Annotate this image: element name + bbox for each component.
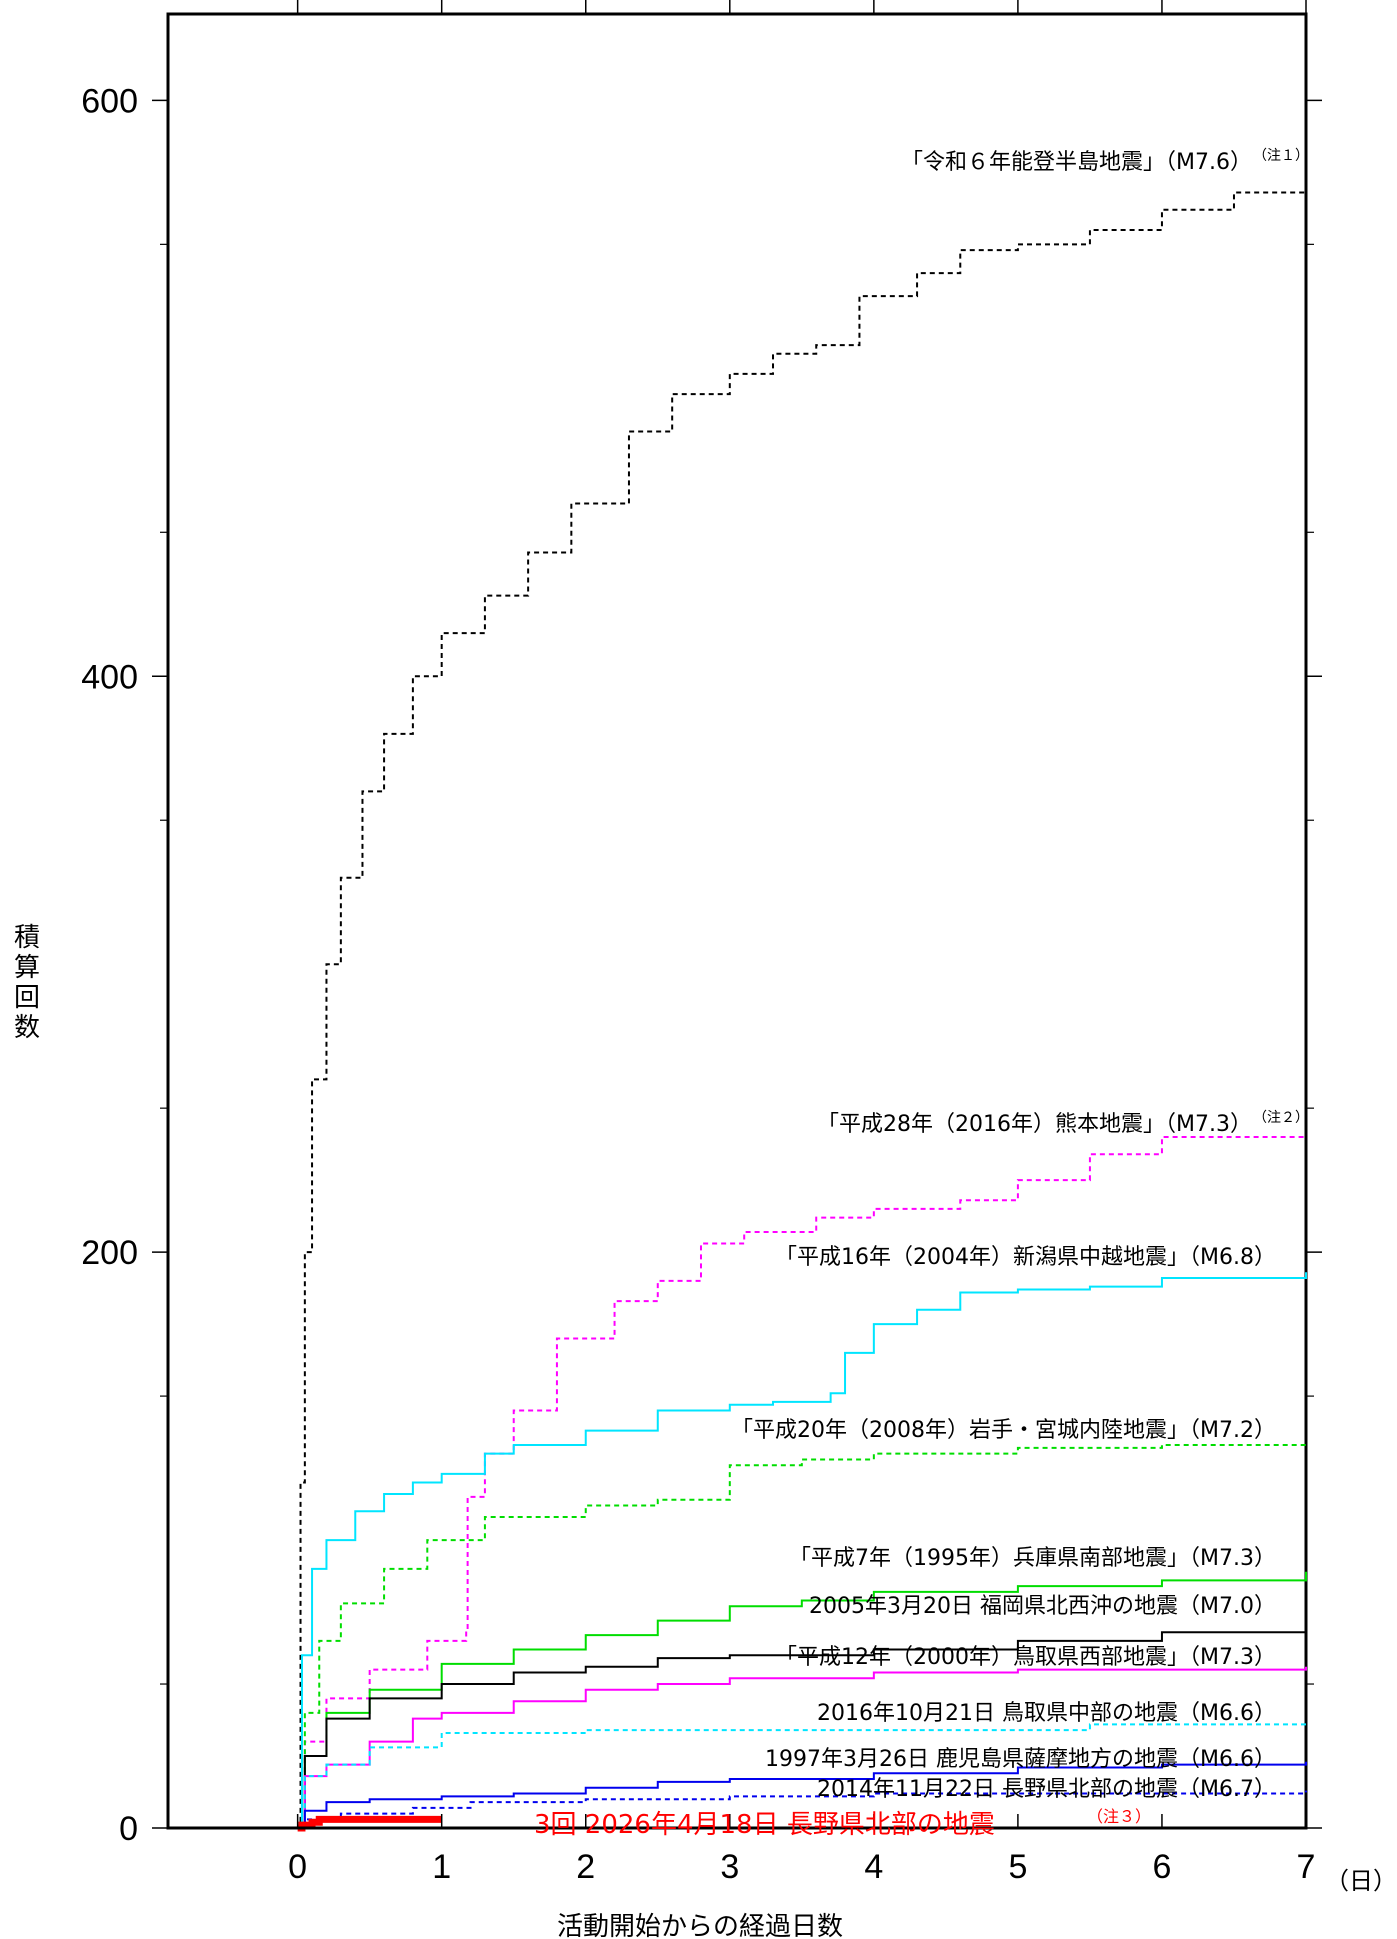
annotation-nagano2026-note: （注３） [1087, 1807, 1151, 1826]
x-tick-label: 0 [288, 1848, 307, 1886]
annotation-nagano2014: 2014年11月22日 長野県北部の地震（M6.7） [817, 1777, 1276, 1802]
x-tick-label: 6 [1152, 1848, 1171, 1886]
series-line [297, 1761, 1307, 1829]
y-axis-title-char: 算 [14, 953, 40, 983]
y-axis-title-char: 積 [14, 923, 40, 953]
annotations: 「令和６年能登半島地震」（M7.6） （注１） 「平成28年（2016年）熊本地… [534, 148, 1309, 1840]
x-tick-label: 3 [720, 1848, 739, 1886]
x-axis-unit: （日） [1325, 1867, 1397, 1895]
annotation-noto: 「令和６年能登半島地震」（M7.6） [901, 150, 1252, 175]
x-axis-title: 活動開始からの経過日数 [557, 1912, 843, 1939]
annotation-iwate: 「平成20年（2008年）岩手・宮城内陸地震」（M7.2） [731, 1418, 1276, 1443]
y-tick-label: 400 [81, 658, 138, 696]
annotation-fukuoka: 2005年3月20日 福岡県北西沖の地震（M7.0） [809, 1594, 1276, 1619]
annotation-tottori-west: 「平成12年（2000年）鳥取県西部地震」（M7.3） [775, 1645, 1276, 1670]
x-tick-label: 1 [432, 1848, 451, 1886]
series-line [297, 1272, 1307, 1829]
tick-layer: 0 1 2 3 4 5 6 7 0 200 400 600 [81, 0, 1322, 1886]
y-axis-title-char: 数 [14, 1013, 40, 1043]
series-line [297, 1620, 1307, 1829]
x-tick-label: 2 [576, 1848, 595, 1886]
series-line [297, 1721, 1307, 1829]
x-tick-label: 7 [1297, 1848, 1316, 1886]
annotation-chuetsu: 「平成16年（2004年）新潟県中越地震」（M6.8） [775, 1245, 1276, 1270]
x-tick-label: 4 [864, 1848, 883, 1886]
series-line [297, 1571, 1307, 1829]
annotation-kumamoto: 「平成28年（2016年）熊本地震」（M7.3） [817, 1112, 1252, 1137]
annotation-kagoshima: 1997年3月26日 鹿児島県薩摩地方の地震（M6.6） [765, 1747, 1276, 1772]
annotation-nagano2026: 3回 2026年4月18日 長野県北部の地震 [534, 1810, 995, 1840]
series-layer [297, 183, 1307, 1832]
x-tick-label: 5 [1008, 1848, 1027, 1886]
annotation-hyogo: 「平成7年（1995年）兵庫県南部地震」（M7.3） [789, 1546, 1276, 1571]
y-tick-label: 200 [81, 1234, 138, 1272]
series-line [297, 183, 1307, 1829]
annotation-kumamoto-note: （注２） [1253, 1110, 1309, 1126]
annotation-noto-note: （注１） [1253, 148, 1309, 164]
annotation-tottori-central: 2016年10月21日 鳥取県中部の地震（M6.6） [817, 1701, 1276, 1726]
y-axis-title-char: 回 [14, 983, 40, 1013]
y-axis-title: 積 算 回 数 [14, 923, 40, 1043]
y-tick-label: 0 [119, 1810, 138, 1848]
y-tick-label: 600 [81, 82, 138, 120]
